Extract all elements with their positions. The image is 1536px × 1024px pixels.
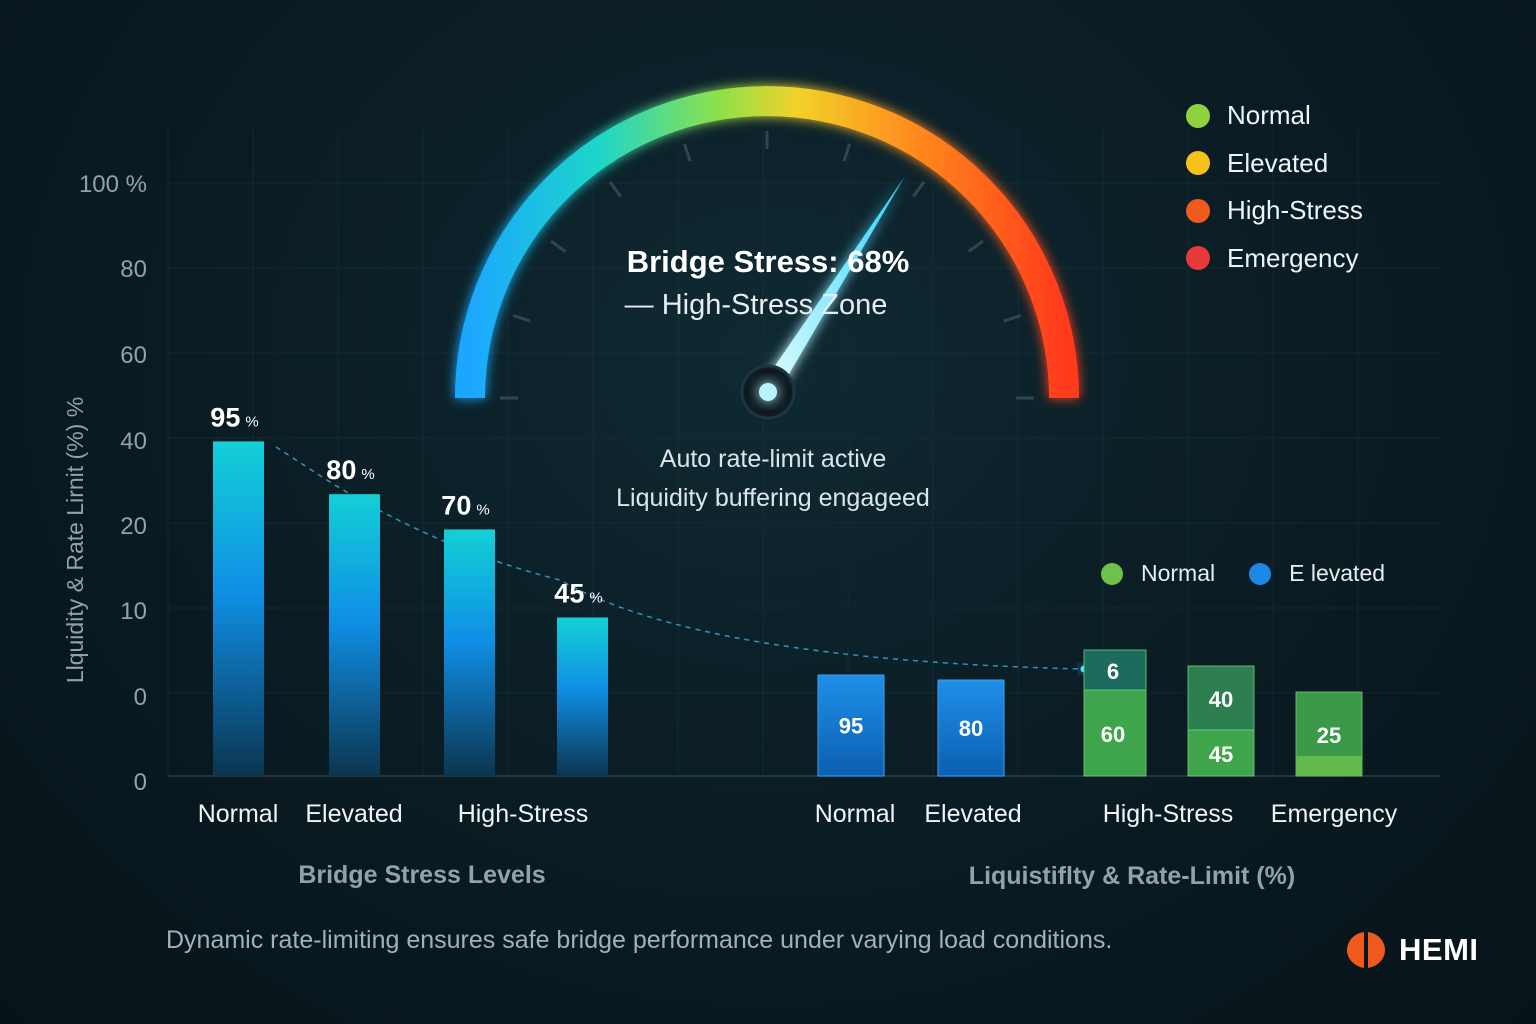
gauge-tick [512,314,531,323]
y-tick-label: 10 [120,598,147,625]
gauge-arc [455,86,1079,399]
trend-line [275,446,1085,670]
value-unit: % [361,466,374,483]
legend-swatch [1101,562,1123,585]
legend-label: E levated [1289,560,1386,586]
bar-base-segment [1296,756,1362,776]
bar-segment [1083,649,1147,691]
y-tick-label: 0 [134,684,147,711]
x-tick-label: Elevated [924,800,1021,828]
x-axis-title: Bridge Stress Levels [298,861,545,889]
legend-swatch [1186,151,1210,176]
y-tick-label: 0 [134,769,147,796]
gauge-tick [550,239,567,253]
value-unit: % [476,501,489,518]
stress-gauge: Bridge Stress: 68% — High-Stress Zone Au… [455,86,1079,512]
gauge-subtitle: — High-Stress Zone [625,289,888,321]
gauge-tick [912,181,926,198]
y-tick-label: 80 [120,256,147,283]
gauge-needle [760,176,905,397]
y-axis-ticks: 100 % 80 60 40 20 10 0 0 [79,171,147,796]
bar [937,679,1005,777]
x-tick-label: Normal [198,800,279,828]
x-tick-label: High-Stress [458,800,589,828]
y-tick-label: 40 [120,428,147,455]
bar-value-label: 70% [441,490,489,520]
legend-item: Normal [1186,92,1363,140]
brand-name: HEMI [1399,932,1479,967]
legend-swatch [1186,103,1210,128]
liquidity-rate-limit-chart: 95 80 60 6 45 40 25 Normal Elevated High-Stress E… [815,649,1398,890]
x-tick-label: Normal [815,800,896,828]
y-tick-label: 60 [120,342,147,369]
bar-value-label: 95 [839,714,863,739]
legend-swatch [1186,198,1210,223]
footer-caption: Dynamic rate-limiting ensures safe bridg… [166,926,1113,954]
legend-item: Emergency [1186,235,1363,283]
bar [557,617,608,776]
value-unit: % [245,413,258,430]
brand-logo: HEMI [1345,930,1479,970]
gauge-status-line2: Liquidity buffering engageed [616,484,930,512]
legend-item: Elevated [1186,140,1363,188]
bar [817,674,885,777]
legend-stress-levels: Normal Elevated High-Stress Emergency [1186,92,1363,282]
bar [213,441,264,776]
gauge-title: Bridge Stress: 68% [627,244,910,279]
bar-value-label: 80% [326,455,374,485]
bar-value-label: 45% [554,578,602,608]
gauge-hub-cap [759,383,777,401]
x-tick-label: High-Stress [1103,800,1234,828]
y-tick-label: 20 [120,513,147,540]
bar-segment [1187,729,1255,777]
legend-series: Normal E levated [1101,560,1419,587]
bar-segment [1187,665,1255,731]
bar-value-label: 45 [1209,742,1233,767]
legend-swatch [1249,562,1272,585]
bar [444,529,495,776]
x-tick-label: Emergency [1271,800,1398,828]
legend-swatch [1186,246,1210,271]
bar-value-label: 95% [210,402,258,432]
x-tick-label: Elevated [305,800,402,828]
legend-label: High-Stress [1227,195,1363,226]
gauge-ticks [500,131,1034,400]
y-tick-label: 100 % [79,171,147,198]
gauge-status-line1: Auto rate-limit active [660,445,886,473]
bar [329,494,380,776]
value-unit: % [589,589,602,606]
gauge-tick [1003,314,1022,323]
x-axis-title-right: Liquistiflty & Rate-Limit (%) [969,862,1295,890]
legend-item: High-Stress [1186,187,1363,235]
legend-label: Normal [1227,100,1311,131]
gauge-tick [683,143,692,162]
gauge-tick [842,143,851,162]
bar-value-label: 80 [959,716,983,741]
bar-value-label: 25 [1317,723,1341,748]
y-axis-label: Llquidity & Rate Lirnit (%) % [62,397,88,683]
legend-label: Normal [1141,560,1216,586]
bar-value-label: 60 [1101,722,1125,747]
gauge-tick [608,181,622,198]
bar-value-label: 40 [1209,687,1233,712]
legend-label: Emergency [1227,242,1359,273]
bar-value-label: 6 [1107,659,1119,684]
hemi-logo-icon [1347,932,1385,968]
gauge-tick [967,239,984,253]
legend-label: Elevated [1227,147,1329,178]
